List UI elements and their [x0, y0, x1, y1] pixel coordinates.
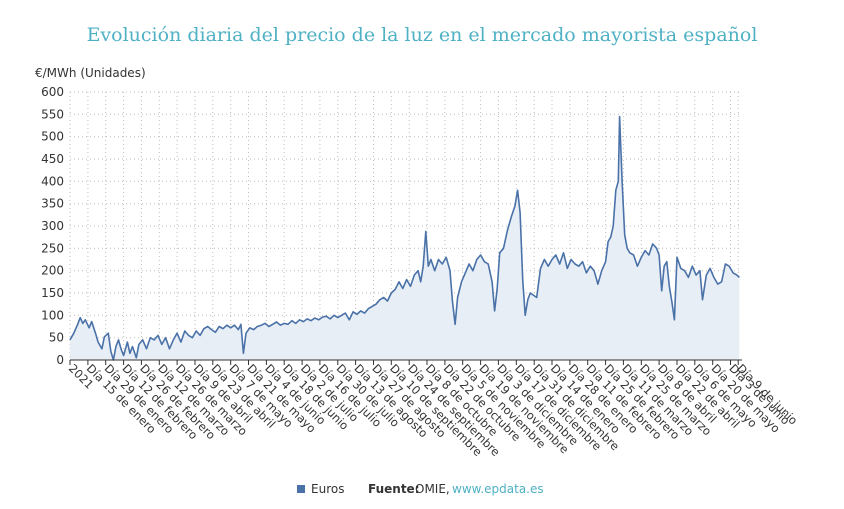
- y-tick-label-400: 400: [41, 174, 64, 188]
- y-tick-label-500: 500: [41, 130, 64, 144]
- y-tick-label-350: 350: [41, 197, 64, 211]
- y-tick-label-50: 50: [49, 331, 64, 345]
- y-tick-label-300: 300: [41, 219, 64, 233]
- legend-swatch-euros: [297, 485, 305, 493]
- source-link[interactable]: www.epdata.es: [452, 482, 544, 496]
- y-tick-label-550: 550: [41, 107, 64, 121]
- series-line-euros: [69, 115, 740, 361]
- source-value: OMIE,: [415, 482, 450, 496]
- chart-title: Evolución diaria del precio de la luz en…: [86, 24, 758, 46]
- source-key: Fuente:: [368, 482, 420, 496]
- y-tick-label-600: 600: [41, 85, 64, 99]
- y-tick-label-450: 450: [41, 152, 64, 166]
- y-axis-label: €/MWh (Unidades): [35, 66, 146, 80]
- legend-label-euros: Euros: [311, 482, 345, 496]
- y-tick-label-200: 200: [41, 264, 64, 278]
- y-tick-label-150: 150: [41, 286, 64, 300]
- series-area-euros: [70, 116, 740, 360]
- y-tick-label-100: 100: [41, 308, 64, 322]
- y-tick-label-250: 250: [41, 241, 64, 255]
- y-tick-label-0: 0: [56, 353, 64, 367]
